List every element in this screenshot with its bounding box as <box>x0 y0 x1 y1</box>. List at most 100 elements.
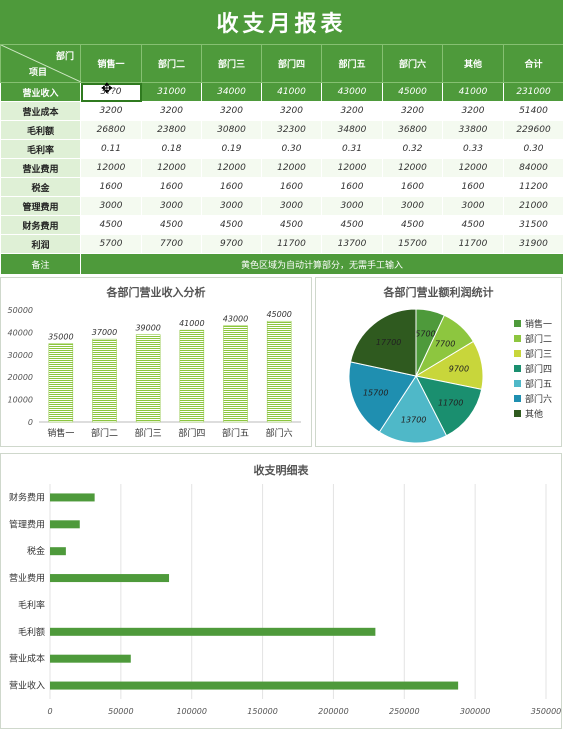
table-cell[interactable]: 0.30 <box>262 140 322 159</box>
table-cell[interactable]: 3000 <box>202 197 262 216</box>
table-cell[interactable]: 11200 <box>504 178 563 197</box>
table-cell[interactable]: 12000 <box>383 159 443 178</box>
table-cell[interactable]: 3000 <box>142 197 202 216</box>
table-cell[interactable]: 3200 <box>142 102 202 121</box>
table-cell[interactable]: 12000 <box>142 159 202 178</box>
table-cell[interactable]: 23800 <box>142 121 202 140</box>
table-cell[interactable]: 0.33 <box>443 140 504 159</box>
table-cell[interactable]: 21000 <box>504 197 563 216</box>
table-cell[interactable]: 3000 <box>383 197 443 216</box>
table-cell[interactable]: 3200 <box>202 102 262 121</box>
table-cell[interactable]: 45000 <box>383 83 443 102</box>
table-cell[interactable]: 1600 <box>322 178 383 197</box>
table-cell[interactable]: 4500 <box>443 216 504 235</box>
table-cell[interactable]: 3200 <box>322 102 383 121</box>
table-cell[interactable]: 31500 <box>504 216 563 235</box>
table-cell[interactable]: 12000 <box>443 159 504 178</box>
note-text[interactable]: 黄色区域为自动计算部分，无需手工输入 <box>81 254 563 275</box>
row-label[interactable]: 利润 <box>1 235 81 254</box>
table-cell[interactable]: 7700 <box>142 235 202 254</box>
table-cell[interactable]: 229600 <box>504 121 563 140</box>
table-cell[interactable]: 0.31 <box>322 140 383 159</box>
legend-item: 部门四 <box>514 361 552 376</box>
table-cell[interactable]: 51400 <box>504 102 563 121</box>
note-label[interactable]: 备注 <box>1 254 81 275</box>
pie-data-label: 17700 <box>376 338 401 347</box>
detail-bar <box>50 520 80 528</box>
table-cell[interactable]: 9700 <box>202 235 262 254</box>
row-label[interactable]: 管理费用 <box>1 197 81 216</box>
column-header[interactable]: 部门三 <box>202 45 262 83</box>
table-cell[interactable]: 1600 <box>443 178 504 197</box>
table-cell[interactable]: 30800 <box>202 121 262 140</box>
table-cell[interactable]: 3200 <box>81 102 142 121</box>
row-label[interactable]: 营业费用 <box>1 159 81 178</box>
table-cell[interactable]: 3200 <box>443 102 504 121</box>
table-cell[interactable]: 4500 <box>202 216 262 235</box>
row-label[interactable]: 营业成本 <box>1 102 81 121</box>
table-cell[interactable]: 34000 <box>202 83 262 102</box>
column-header[interactable]: 其他 <box>443 45 504 83</box>
table-cell[interactable]: 0.11 <box>81 140 142 159</box>
column-header[interactable]: 部门六 <box>383 45 443 83</box>
table-cell[interactable]: 4500 <box>81 216 142 235</box>
column-header[interactable]: 部门四 <box>262 45 322 83</box>
legend-swatch <box>514 410 521 417</box>
column-header[interactable]: 部门五 <box>322 45 383 83</box>
table-cell[interactable]: 1600 <box>383 178 443 197</box>
table-cell[interactable]: 4500 <box>142 216 202 235</box>
table-cell[interactable]: 231000 <box>504 83 563 102</box>
table-cell[interactable]: 4500 <box>322 216 383 235</box>
table-cell[interactable]: 0.19 <box>202 140 262 159</box>
table-cell[interactable]: 0.32 <box>383 140 443 159</box>
table-cell[interactable]: 43000 <box>322 83 383 102</box>
row-label[interactable]: 营业收入 <box>1 83 81 102</box>
table-cell[interactable]: 3000 <box>322 197 383 216</box>
row-label[interactable]: 财务费用 <box>1 216 81 235</box>
column-header[interactable]: 销售一 <box>81 45 142 83</box>
column-header[interactable]: 合计 <box>504 45 563 83</box>
table-cell[interactable]: 33800 <box>443 121 504 140</box>
table-cell[interactable]: 15700 <box>383 235 443 254</box>
table-cell[interactable]: 84000 <box>504 159 563 178</box>
table-cell[interactable]: 12000 <box>262 159 322 178</box>
table-cell[interactable]: 12000 <box>322 159 383 178</box>
row-label[interactable]: 毛利额 <box>1 121 81 140</box>
table-cell[interactable]: 3000 <box>443 197 504 216</box>
table-cell[interactable]: 4500 <box>262 216 322 235</box>
table-cell[interactable]: 41000 <box>262 83 322 102</box>
table-cell[interactable]: 12000 <box>81 159 142 178</box>
table-cell[interactable]: 1600 <box>81 178 142 197</box>
table-cell[interactable]: 34800 <box>322 121 383 140</box>
table-cell[interactable]: 36800 <box>383 121 443 140</box>
table-cell[interactable]: 3000 <box>262 197 322 216</box>
row-label[interactable]: 税金 <box>1 178 81 197</box>
table-cell[interactable]: 11700 <box>443 235 504 254</box>
table-cell[interactable]: 1600 <box>142 178 202 197</box>
table-cell[interactable]: 1600 <box>202 178 262 197</box>
table-cell[interactable]: 31000 <box>142 83 202 102</box>
table-cell[interactable]: 41000 <box>443 83 504 102</box>
table-cell[interactable]: 3200 <box>262 102 322 121</box>
row-label[interactable]: 毛利率 <box>1 140 81 159</box>
table-cell[interactable]: 12000 <box>202 159 262 178</box>
table-cell[interactable]: 13700 <box>322 235 383 254</box>
table-cell[interactable]: 5700 <box>81 235 142 254</box>
table-cell[interactable]: 1600 <box>262 178 322 197</box>
table-cell[interactable]: 11700 <box>262 235 322 254</box>
revenue-bar <box>223 326 247 422</box>
table-cell[interactable]: 0.30 <box>504 140 563 159</box>
table-cell[interactable]: 4500 <box>383 216 443 235</box>
table-cell[interactable]: 3000 <box>81 197 142 216</box>
table-cell[interactable]: 26800 <box>81 121 142 140</box>
table-cell[interactable]: 31900 <box>504 235 563 254</box>
table-cell[interactable]: 3200 <box>383 102 443 121</box>
column-header[interactable]: 部门二 <box>142 45 202 83</box>
table-cell[interactable]: 32300 <box>262 121 322 140</box>
table-cell[interactable]: 0.18 <box>142 140 202 159</box>
